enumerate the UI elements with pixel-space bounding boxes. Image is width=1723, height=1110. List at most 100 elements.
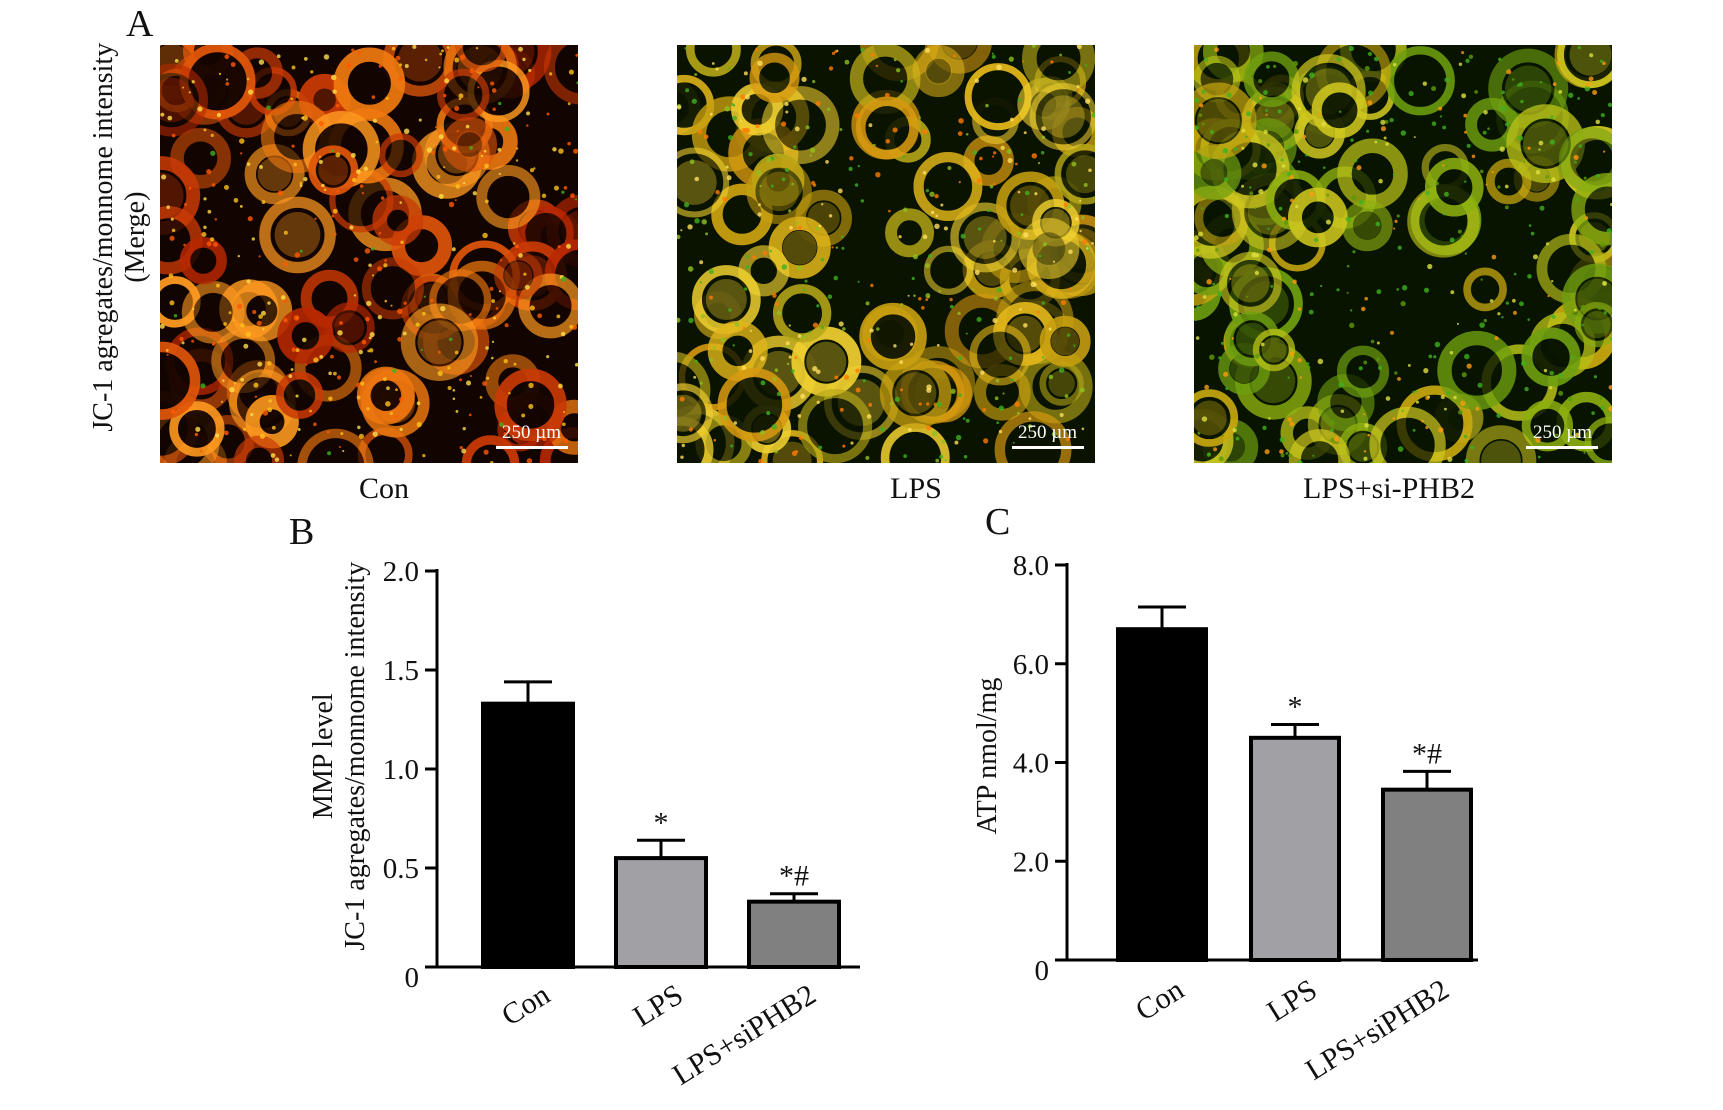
y-tick-label: 8.0 [1013,550,1049,582]
mito-dot [798,435,804,441]
mito-dot [1610,202,1612,207]
mito-dot [191,80,195,84]
mito-dot [339,321,343,325]
mito-dot [1277,109,1282,114]
cell [1194,82,1257,159]
mito-dot [1602,61,1606,65]
mito-dot [1599,59,1604,63]
mito-dot [289,454,292,457]
mito-dot [232,319,235,322]
mito-dot [1417,197,1420,200]
mito-dot [1457,409,1463,415]
cell [333,47,406,120]
mito-dot [1267,247,1272,253]
mito-dot [313,357,319,363]
mito-dot [785,341,790,346]
mito-dot [703,134,709,140]
mito-dot [1085,98,1091,104]
mito-dot [1500,105,1507,112]
mito-dot [687,266,694,272]
mito-dot [1461,234,1464,238]
mito-dot [438,134,444,140]
mito-dot [722,416,728,421]
mito-dot [1607,102,1612,107]
mito-dot [1545,242,1550,246]
scale-bar-lps [1012,446,1084,449]
mito-dot [1016,231,1022,236]
mito-dot [1366,129,1370,133]
mito-dot [449,337,453,342]
mito-dot [1336,288,1340,292]
mito-dot [332,208,338,214]
mito-dot [1287,376,1290,379]
mito-dot [820,325,825,330]
mito-dot [1513,310,1517,315]
mito-dot [447,386,452,391]
mito-dot [1194,98,1200,103]
mito-dot [960,233,966,239]
mito-dot [1444,191,1449,197]
mito-dot [1241,184,1245,188]
mito-dot [418,118,422,122]
mito-dot [482,232,488,239]
cell [717,368,792,442]
mito-dot [977,227,982,231]
mito-dot [1356,165,1362,171]
mito-dot [812,366,818,372]
mito-dot [1249,186,1252,189]
mito-dot [1517,135,1524,141]
mito-dot [1465,58,1470,63]
mito-dot [504,126,510,132]
mito-dot [816,400,820,404]
mito-dot [200,383,206,389]
mito-dot [1287,145,1291,149]
mito-dot [771,424,778,430]
mito-dot [171,133,176,138]
mito-dot [1204,57,1209,62]
mito-dot [1461,372,1467,378]
cell [879,357,952,429]
mito-dot [936,343,940,347]
mito-dot [1570,355,1575,359]
mito-dot [424,58,428,62]
scale-bar-con [496,446,568,449]
mito-dot [1438,427,1444,433]
mito-dot [1608,385,1612,390]
mito-dot [1348,46,1354,52]
mito-dot [1577,433,1580,436]
mito-dot [1333,436,1340,442]
mito-dot [277,190,284,196]
mito-dot [1400,130,1407,136]
mito-dot [1292,60,1299,67]
mito-dot [191,339,195,343]
mito-dot [328,371,332,376]
mito-dot [677,317,681,323]
mito-dot [1000,239,1003,242]
mito-dot [1517,84,1520,87]
mito-dot [1224,213,1230,219]
cell-body [160,77,194,123]
mito-dot [1079,229,1082,233]
mito-dot [992,317,998,324]
mito-dot [337,375,342,380]
mito-dot [1530,231,1535,236]
mito-dot [458,97,461,101]
mito-dot [366,407,370,411]
mito-dot [854,183,859,187]
mito-dot [462,426,466,431]
cell [160,341,201,420]
mito-dot [513,362,517,366]
mito-dot [1603,282,1606,285]
mito-dot [1442,164,1445,167]
mito-dot [1063,202,1068,207]
mito-dot [257,361,263,367]
mito-dot [911,276,915,281]
mito-dot [1007,158,1013,164]
y-tick-label: 4.0 [1013,748,1049,780]
mito-dot [991,52,994,55]
cell [356,366,415,425]
mito-dot [1279,449,1284,454]
mito-dot [1504,184,1509,189]
mito-dot [283,261,288,267]
